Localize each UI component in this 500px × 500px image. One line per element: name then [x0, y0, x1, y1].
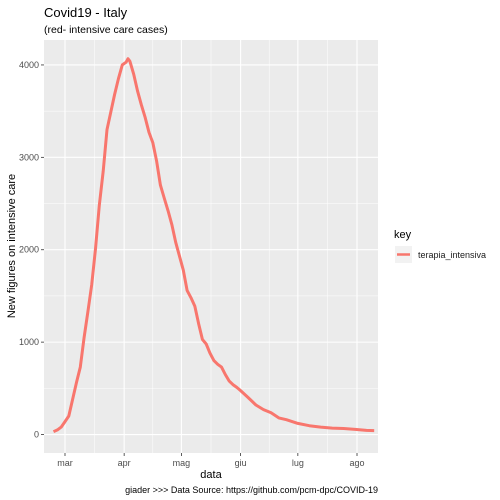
chart-title: Covid19 - Italy: [44, 5, 128, 20]
series-layer: [52, 57, 375, 434]
x-tick-label: lug: [292, 458, 304, 468]
major-gridlines: [44, 40, 378, 453]
y-tick-label: 4000: [19, 60, 39, 70]
x-axis-label: data: [200, 469, 222, 481]
y-tick-label: 1000: [19, 337, 39, 347]
series-line-terapia-intensiva: [52, 57, 375, 434]
legend-label-terapia-intensiva: terapia_intensiva: [418, 250, 486, 260]
y-tick-label: 2000: [19, 245, 39, 255]
x-tick-label: mag: [173, 458, 191, 468]
y-axis: 0 1000 2000 3000 4000: [19, 60, 44, 440]
x-axis: mar apr mag giu lug ago: [57, 453, 365, 468]
chart-subtitle: (red- intensive care cases): [44, 24, 168, 36]
legend-title: key: [394, 229, 412, 241]
y-tick-label: 0: [34, 430, 39, 440]
x-tick-label: ago: [349, 458, 364, 468]
y-axis-label: New figures on intensive care: [6, 174, 18, 318]
x-tick-label: mar: [57, 458, 73, 468]
x-tick-label: giu: [235, 458, 247, 468]
y-tick-label: 3000: [19, 152, 39, 162]
x-tick-label: apr: [118, 458, 131, 468]
chart-caption: giader >>> Data Source: https://github.c…: [125, 485, 378, 495]
legend: key terapia_intensiva: [394, 229, 486, 263]
